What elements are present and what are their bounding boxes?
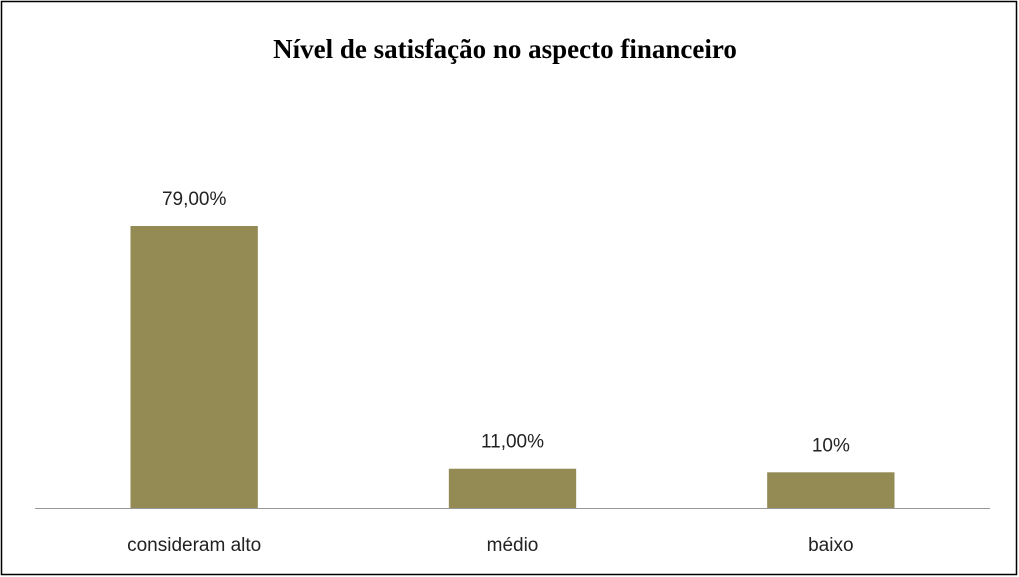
bar	[130, 226, 258, 508]
chart-title: Nível de satisfação no aspecto financeir…	[273, 34, 737, 64]
data-label: 10%	[812, 435, 850, 456]
x-tick-label: consideram alto	[127, 535, 261, 556]
data-label: 11,00%	[481, 432, 544, 453]
x-tick-label: médio	[487, 535, 539, 556]
bar	[767, 472, 895, 508]
data-label: 79,00%	[162, 189, 227, 210]
x-tick-label: baixo	[808, 535, 853, 556]
bar	[448, 468, 577, 508]
